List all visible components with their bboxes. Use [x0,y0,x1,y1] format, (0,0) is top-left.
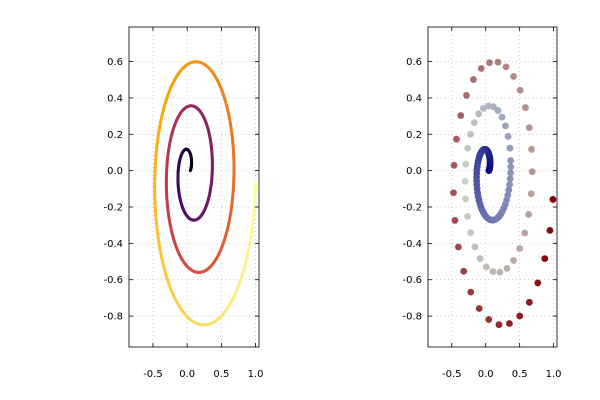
scatter-point [496,268,504,276]
scatter-point [451,217,459,224]
y-tick-label: -0.6 [103,275,123,286]
x-tick-label: -0.5 [143,369,163,380]
y-tick-label: 0.6 [107,57,123,68]
scatter-point [516,312,524,320]
scatter-point [507,169,514,177]
scatter-point [516,86,524,94]
left-line-plot: -0.5 0.0 0.5 1.0 0.6 0.4 0.2 0.0 -0.2 -0.4 -0.6 -0.… [103,26,264,380]
scatter-point [546,227,554,234]
right-spiral-points [450,58,557,329]
scatter-point [470,119,478,127]
scatter-point [482,263,490,271]
y-tick-label: 0.0 [406,166,422,177]
y-tick-label: -0.6 [402,275,422,286]
left-axes-frame [128,26,260,348]
scatter-point [528,145,535,153]
scatter-point [506,320,513,327]
x-tick-label: 0.5 [213,369,229,380]
scatter-point [504,133,512,140]
scatter-point [525,298,533,306]
right-ticks: -0.5 0.0 0.5 1.0 0.6 0.4 0.2 0.0 -0.2 -0.4 -0.6 -0.… [402,27,562,380]
scatter-point [505,186,513,194]
x-tick-label: 1.0 [248,369,264,380]
scatter-point [464,144,472,152]
left-ticks: -0.5 0.0 0.5 1.0 0.6 0.4 0.2 0.0 -0.2 -0.4 -0.6 -0.… [103,27,264,380]
scatter-point [504,191,512,199]
scatter-point [462,195,470,203]
y-tick-label: 0.4 [107,93,123,104]
scatter-point [525,211,533,218]
right-axes-frame [427,26,558,348]
x-tick-label: 0.0 [179,369,195,380]
scatter-point [502,122,509,130]
scatter-point [471,243,479,251]
scatter-point [494,58,502,66]
scatter-point [489,268,497,276]
scatter-point [495,321,503,329]
scatter-point [467,288,475,296]
scatter-point [506,144,514,152]
scatter-point [463,92,470,99]
x-tick-label: -0.5 [442,369,462,380]
scatter-point [450,189,457,197]
left-spiral-line [153,60,258,327]
scatter-point [454,243,462,251]
scatter-point [510,257,518,264]
scatter-point [522,104,529,111]
y-tick-label: -0.4 [103,239,123,250]
scatter-point [475,110,483,118]
scatter-point [549,196,557,203]
x-tick-label: 0.5 [512,369,528,380]
y-tick-label: -0.2 [103,203,123,214]
scatter-point [525,124,533,131]
scatter-point [467,229,474,236]
scatter-point [450,161,458,169]
y-tick-label: 0.4 [406,93,422,104]
scatter-point [486,59,493,67]
scatter-point [534,279,542,287]
scatter-point [502,63,510,71]
scatter-point [476,255,484,262]
scatter-point [485,316,493,323]
scatter-point [464,212,471,220]
scatter-point [541,255,549,263]
y-tick-label: -0.2 [402,203,422,214]
right-scatter-plot: -0.5 0.0 0.5 1.0 0.6 0.4 0.2 0.0 -0.2 -0.4 -0.6 -0.… [402,26,562,380]
y-tick-label: 0.6 [406,57,422,68]
scatter-point [480,104,487,112]
scatter-point [528,168,536,176]
scatter-point [457,112,465,119]
scatter-point [507,157,515,164]
y-tick-label: -0.4 [402,239,422,250]
y-tick-label: -0.8 [103,312,123,323]
x-tick-label: 0.0 [478,369,494,380]
scatter-point [453,135,460,143]
y-tick-label: 0.2 [406,130,422,141]
scatter-point [506,181,513,189]
scatter-point [462,160,470,168]
scatter-point [507,163,515,171]
scatter-point [470,76,477,83]
scatter-point [498,113,506,121]
scatter-point [475,305,483,312]
scatter-point [516,245,524,252]
y-tick-label: -0.8 [402,312,422,323]
scatter-point [461,177,469,185]
scatter-point [467,130,474,138]
scatter-point [460,267,468,275]
scatter-point [506,175,514,183]
scatter-point [494,107,502,114]
scatter-point [527,190,535,198]
y-tick-label: 0.2 [107,130,123,141]
scatter-point [503,265,511,272]
scatter-point [477,65,485,72]
y-tick-label: 0.0 [107,166,123,177]
x-tick-label: 1.0 [546,369,562,380]
scatter-point [521,229,529,237]
scatter-point [510,73,517,80]
